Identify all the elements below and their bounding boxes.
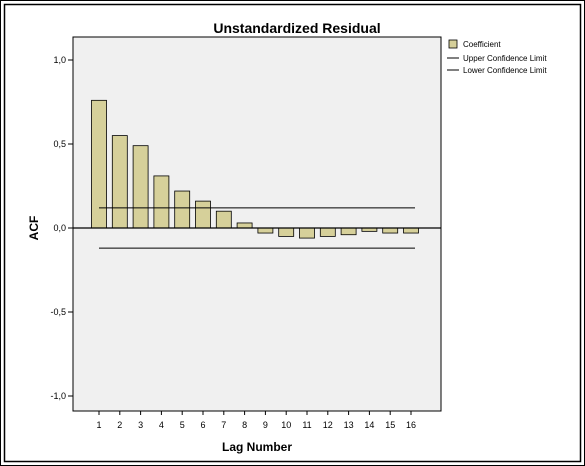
coefficient-bar xyxy=(257,227,274,234)
coefficient-bar xyxy=(174,190,191,229)
coefficient-bar xyxy=(278,227,295,237)
coefficient-bar xyxy=(319,227,336,237)
confidence-lines xyxy=(73,207,441,249)
y-axis-ticks: -1,0 -0,5 0,0 0,5 1,0 xyxy=(50,55,73,401)
x-tick-label: 13 xyxy=(344,420,354,430)
x-tick-label: 2 xyxy=(117,420,122,430)
y-tick-label: 1,0 xyxy=(53,55,66,65)
legend-label-coefficient: Coefficient xyxy=(463,40,501,49)
y-tick-label: 0,0 xyxy=(53,223,66,233)
x-tick-label: 3 xyxy=(138,420,143,430)
coefficient-bar xyxy=(195,200,211,229)
legend-swatch-coefficient xyxy=(448,39,458,49)
x-axis-label: Lag Number xyxy=(222,440,292,454)
coefficient-bar xyxy=(236,222,253,229)
chart-title: Unstandardized Residual xyxy=(213,20,380,36)
y-axis-label: ACF xyxy=(27,216,41,241)
plot-area xyxy=(72,36,442,412)
legend-label-upper: Upper Confidence Limit xyxy=(463,54,547,63)
x-tick-label: 4 xyxy=(159,420,164,430)
x-axis-ticks: 1 2 3 4 5 6 7 8 9 10 11 12 13 14 15 16 xyxy=(96,411,416,430)
coefficient-bar xyxy=(91,99,107,229)
x-tick-label: 14 xyxy=(364,420,374,430)
legend-label-lower: Lower Confidence Limit xyxy=(463,66,547,75)
x-tick-label: 5 xyxy=(180,420,185,430)
x-tick-label: 9 xyxy=(263,420,268,430)
y-tick-label: -1,0 xyxy=(50,391,66,401)
y-tick-label: 0,5 xyxy=(53,139,66,149)
coefficient-bar xyxy=(215,210,232,229)
coefficient-bar xyxy=(403,227,419,234)
x-tick-label: 7 xyxy=(221,420,226,430)
x-tick-label: 15 xyxy=(385,420,395,430)
x-tick-label: 12 xyxy=(323,420,333,430)
x-tick-label: 6 xyxy=(200,420,205,430)
y-tick-label: -0,5 xyxy=(50,307,66,317)
coefficient-bar xyxy=(340,227,357,236)
coefficient-bar xyxy=(382,227,399,234)
coefficient-bar xyxy=(153,175,170,229)
legend: Coefficient Upper Confidence Limit Lower… xyxy=(447,39,547,75)
x-tick-label: 10 xyxy=(281,420,291,430)
x-tick-label: 8 xyxy=(242,420,247,430)
coefficient-bar xyxy=(299,227,315,239)
x-tick-label: 16 xyxy=(406,420,416,430)
coefficient-bar xyxy=(132,145,149,229)
x-tick-label: 11 xyxy=(302,420,311,430)
x-tick-label: 1 xyxy=(96,420,101,430)
inner-frame xyxy=(3,3,582,463)
coefficient-bar xyxy=(111,135,128,229)
